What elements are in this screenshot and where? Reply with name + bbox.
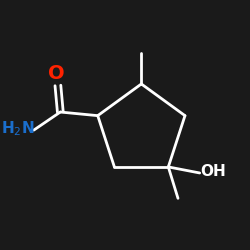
Text: OH: OH (200, 164, 226, 179)
Text: H$_2$N: H$_2$N (1, 120, 35, 138)
Text: O: O (48, 64, 65, 84)
